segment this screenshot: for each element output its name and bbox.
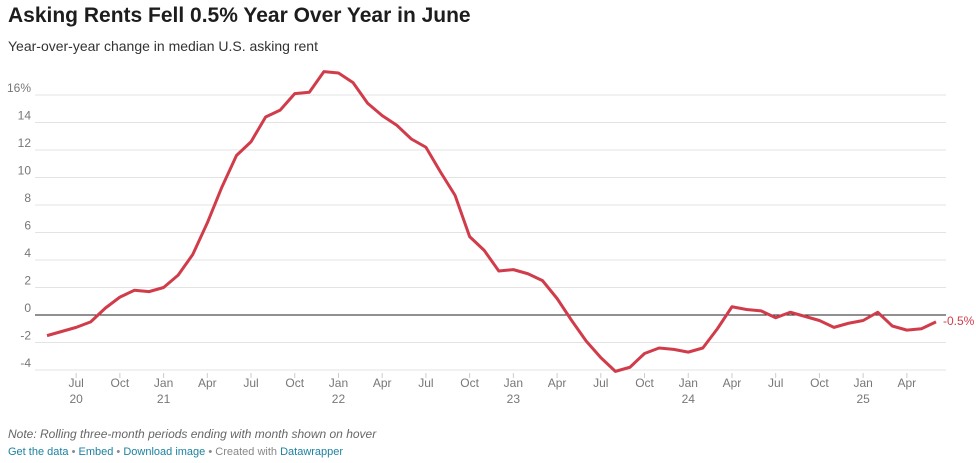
y-tick-label: 14 [18,109,32,123]
x-tick-label: Jul [418,376,433,390]
x-tick-label: Apr [548,376,567,390]
x-tick-year: 22 [332,392,346,406]
datawrapper-link[interactable]: Datawrapper [280,446,344,458]
y-tick-label: -2 [20,329,31,343]
x-tick-label: Jan [679,376,698,390]
y-tick-label: 8 [24,191,31,205]
x-tick-label: Apr [373,376,392,390]
x-tick-label: Oct [111,376,130,390]
download-link[interactable]: Download image [123,446,206,458]
x-tick-year: 24 [682,392,696,406]
x-tick-year: 25 [856,392,870,406]
x-tick-label: Oct [285,376,304,390]
footer: Get the data • Embed • Download image • … [8,446,344,458]
x-tick-label: Jul [768,376,783,390]
x-tick-label: Jan [853,376,872,390]
x-tick-label: Apr [198,376,217,390]
x-tick-label: Jul [593,376,608,390]
credit-text: Created with [215,446,278,458]
y-tick-label: 12 [18,136,32,150]
x-tick-label: Jan [329,376,348,390]
data-line [46,70,937,373]
x-tick-label: Apr [898,376,917,390]
x-tick-label: Jan [154,376,173,390]
y-tick-label: -4 [20,356,31,370]
x-tick-year: 20 [69,392,83,406]
chart-subtitle: Year-over-year change in median U.S. ask… [8,38,318,54]
x-tick-label: Jan [504,376,523,390]
y-tick-label: 0 [24,301,31,315]
x-tick-label: Jul [68,376,83,390]
y-tick-label: 10 [18,164,32,178]
x-tick-label: Jul [243,376,258,390]
chart-title: Asking Rents Fell 0.5% Year Over Year in… [8,4,471,27]
embed-link[interactable]: Embed [78,446,114,458]
x-tick-label: Oct [635,376,654,390]
y-tick-label: 16% [7,81,31,95]
x-tick-year: 23 [507,392,521,406]
x-tick-label: Oct [810,376,829,390]
y-tick-label: 6 [24,219,31,233]
get-data-link[interactable]: Get the data [8,446,69,458]
x-tick-label: Apr [723,376,742,390]
value-label: -0.5% [943,314,975,328]
chart-note: Note: Rolling three-month periods ending… [8,427,377,441]
y-tick-label: 2 [24,274,31,288]
y-tick-label: 4 [24,246,31,260]
x-tick-year: 21 [157,392,171,406]
x-tick-label: Oct [460,376,479,390]
